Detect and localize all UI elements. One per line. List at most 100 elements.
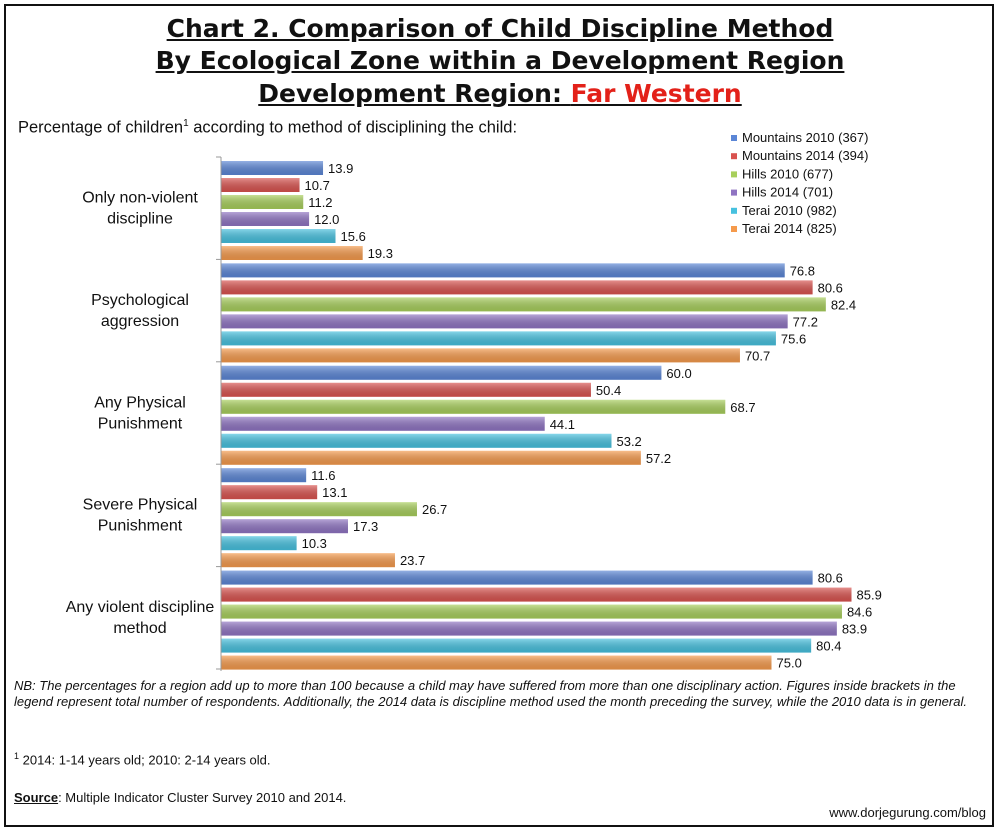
data-label-3-1: 13.1 [322,485,347,500]
bar-shade-0-0 [221,161,324,175]
bar-shade-3-4 [221,536,297,551]
legend-label-1: Mountains 2014 (394) [742,148,868,163]
bar-shade-4-5 [221,655,772,670]
data-label-1-0: 76.8 [790,263,815,278]
bar-shade-2-3 [221,416,545,431]
source-text: : Multiple Indicator Cluster Survey 2010… [58,790,347,805]
data-label-4-5: 75.0 [777,656,802,671]
bar-shade-4-3 [221,621,837,636]
chart-frame [4,4,994,827]
bar-shade-0-5 [221,246,363,260]
data-label-2-5: 57.2 [646,451,671,466]
data-label-3-4: 10.3 [302,536,327,551]
category-label-2-1: Punishment [98,415,183,432]
bar-shade-1-5 [221,348,740,363]
data-label-4-3: 83.9 [842,622,867,637]
chart-title-line-3: Development Region: Far Western [0,79,1000,108]
category-label-4-1: method [113,620,166,637]
data-label-0-2: 11.2 [308,195,332,210]
data-label-2-2: 68.7 [730,400,755,415]
data-label-0-5: 19.3 [368,246,393,261]
legend-swatch-0 [731,135,737,141]
category-label-3-1: Punishment [98,518,183,535]
legend-swatch-4 [731,207,737,214]
category-label-2-0: Any Physical [94,394,186,411]
category-label-4-0: Any violent discipline [66,599,215,616]
data-label-3-0: 11.6 [311,468,335,483]
legend-swatch-1 [731,153,737,160]
data-label-3-2: 26.7 [422,502,447,517]
data-label-1-5: 70.7 [745,348,770,363]
bar-shade-3-1 [221,485,318,500]
legend-swatch-3 [731,189,737,196]
bar-shade-2-1 [221,382,591,397]
legend-swatch-2 [731,171,737,178]
source-line: Source: Multiple Indicator Cluster Surve… [14,790,346,805]
bar-shade-4-2 [221,604,842,619]
bar-shade-1-1 [221,280,813,295]
bar-shade-2-5 [221,450,641,465]
category-label-0-0: Only non-violent [82,190,198,207]
data-label-1-1: 80.6 [818,280,843,295]
footnote-marker: 1 [14,751,20,761]
footnote: 1 2014: 1-14 years old; 2010: 2-14 years… [14,751,271,767]
bar-shade-3-5 [221,553,395,568]
bar-shade-1-4 [221,331,776,346]
legend-label-5: Terai 2014 (825) [742,221,837,236]
title-region: Far Western [570,79,742,108]
bar-shade-1-0 [221,263,785,278]
data-label-2-1: 50.4 [596,383,621,398]
chart-title-line-1: Chart 2. Comparison of Child Discipline … [166,14,834,43]
data-label-0-3: 12.0 [314,212,339,227]
chart-title-line-2: By Ecological Zone within a Development … [155,46,845,75]
bar-shade-3-2 [221,502,417,517]
bar-shade-2-0 [221,365,662,380]
data-label-1-4: 75.6 [781,331,806,346]
data-label-2-3: 44.1 [550,417,575,432]
website-link[interactable]: www.dorjegurung.com/blog [829,805,986,820]
source-label: Source [14,790,59,805]
category-label-1-1: aggression [101,313,179,330]
category-label-0-1: discipline [107,211,173,228]
bar-shade-4-4 [221,638,812,653]
chart-subtitle: Percentage of children1 according to met… [18,118,517,138]
bar-shade-1-3 [221,314,788,329]
bar-shade-0-1 [221,178,300,192]
bar-shade-0-3 [221,212,310,226]
data-label-4-0: 80.6 [818,571,843,586]
data-label-2-0: 60.0 [666,366,691,381]
data-label-4-2: 84.6 [847,605,872,620]
subtitle-text-after: according to method of disciplining the … [188,118,518,137]
legend-label-4: Terai 2010 (982) [742,203,837,218]
legend-label-2: Hills 2010 (677) [742,166,833,181]
footnote-text: 2014: 1-14 years old; 2010: 2-14 years o… [19,752,271,768]
bar-shade-2-2 [221,399,726,414]
legend-swatch-5 [731,226,737,232]
data-label-4-4: 80.4 [816,639,841,654]
bar-shade-4-1 [221,587,852,602]
category-label-3-0: Severe Physical [83,497,198,514]
data-label-1-3: 77.2 [793,314,818,329]
bar-shade-3-3 [221,519,348,534]
subtitle-text-before: Percentage of children [18,118,184,137]
bar-shade-0-4 [221,229,336,243]
bar-shade-1-2 [221,297,826,312]
data-label-0-0: 13.9 [328,161,353,176]
notes-text: NB: The percentages for a region add up … [14,678,967,709]
category-label-1-0: Psychological [91,292,189,309]
bar-shade-4-0 [221,570,813,585]
data-label-3-5: 23.7 [400,553,425,568]
data-label-0-4: 15.6 [341,229,366,244]
data-label-3-3: 17.3 [353,519,378,534]
data-label-0-1: 10.7 [305,178,330,193]
subtitle-superscript: 1 [183,118,189,129]
data-label-1-2: 82.4 [831,297,856,312]
title-prefix: Development Region: [258,79,571,108]
data-label-4-1: 85.9 [857,588,882,603]
bar-shade-0-2 [221,195,304,209]
legend-label-0: Mountains 2010 (367) [742,130,868,145]
bar-shade-3-0 [221,468,307,483]
bar-shade-2-4 [221,433,612,448]
legend-label-3: Hills 2014 (701) [742,185,833,200]
